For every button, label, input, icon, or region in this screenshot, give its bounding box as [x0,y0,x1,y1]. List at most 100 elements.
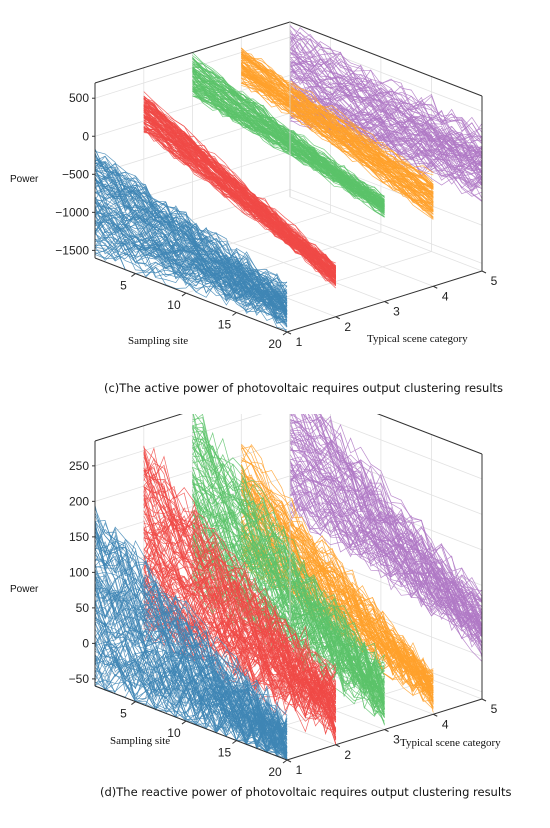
z-tick-label: 4 [442,289,449,303]
data-d [94,414,483,761]
z-tick-mark [481,698,487,702]
series-line [143,467,337,715]
z-tick-label: 5 [491,274,498,288]
z-tick-label: 2 [344,320,351,334]
caption-c: (c)The active power of photovoltaic requ… [104,381,503,395]
series-line [241,78,434,215]
series-line [241,67,434,212]
ticks-c: 500 0 −500 −1000 −1500 5 10 15 20 1 2 3 4 5 [55,91,497,351]
series-line [192,63,385,197]
series-line [241,462,434,683]
series-line [192,90,385,213]
series-line [192,61,385,198]
series-line [94,243,288,321]
series-line [143,126,337,279]
series-line [94,211,288,307]
series-line [192,481,385,705]
series-cat-5 [289,24,483,202]
series-line [192,494,385,709]
series-line [94,202,288,327]
series-cat-3 [192,52,385,218]
series-line [192,87,385,201]
series-line [289,33,483,144]
series-line [94,589,288,761]
data-c [94,24,483,333]
series-line [94,200,288,324]
series-line [94,643,288,759]
series-line [143,567,337,744]
series-line [241,72,434,197]
z-tick-mark [481,270,487,274]
chart-panel-c: 500 0 −500 −1000 −1500 5 10 15 20 1 2 3 4 5 Power Sam… [0,0,550,410]
x-tick-mark [131,701,136,705]
series-line [241,476,434,701]
ticks-d: 250 200 150 100 50 0 −50 5 10 15 20 1 2 3 4 5 [69,459,498,779]
series-line [94,168,288,298]
series-line [240,489,434,700]
series-line [192,436,385,676]
series-line [192,474,385,700]
xlabel-c: Sampling site [128,335,188,347]
series-line [192,536,385,710]
series-line [289,480,483,636]
series-line [289,414,483,618]
series-line [192,80,385,202]
series-line [143,524,337,709]
series-line [94,587,288,726]
x-tick-mark [181,292,187,297]
series-line [94,185,288,322]
x-tick-label: 15 [218,318,232,332]
z-tick-mark [433,285,438,289]
series-line [94,223,288,308]
series-line [192,571,385,711]
series-line [94,168,288,310]
series-line [289,463,483,639]
series-cat-3 [192,414,385,726]
z-tick-mark [286,759,292,763]
frame-edge [94,21,291,84]
series-line [289,76,483,194]
series-line [143,98,337,273]
series-line [192,67,385,200]
series-line [290,414,483,656]
series-cat-5 [289,414,483,662]
series-line [192,425,385,694]
x-tick-mark [181,720,187,725]
x-tick-mark [282,759,288,764]
x-tick-label: 5 [120,707,127,721]
y-tick-label: −1500 [55,243,89,257]
series-line [289,58,483,175]
series-line [241,499,434,689]
series-line [289,43,483,171]
series-line [94,161,288,311]
series-line [241,443,434,688]
series-line [289,436,483,630]
y-tick-label: 200 [69,494,89,508]
y-tick-label: 0 [82,129,89,143]
series-line [289,433,483,636]
series-line [94,660,288,757]
series-line [241,81,434,199]
series-line [241,73,434,199]
ylabel-c: Power [10,174,39,185]
series-line [302,414,483,631]
frame-c [94,21,483,333]
x-tick-mark [232,312,237,316]
series-line [289,76,483,158]
series-line [240,478,434,686]
z-tick-mark [286,331,292,335]
series-line [241,508,434,674]
series-line [143,462,337,693]
series-line [143,129,337,284]
series-line [94,221,288,315]
z-gridline [240,37,434,287]
series-line [289,489,483,624]
series-line [94,206,288,304]
x-tick-label: 10 [167,298,181,312]
series-line [94,661,288,741]
series-line [143,121,337,277]
series-line [289,505,483,662]
series-line [241,77,434,212]
series-line [241,50,434,174]
series-line [143,109,336,267]
